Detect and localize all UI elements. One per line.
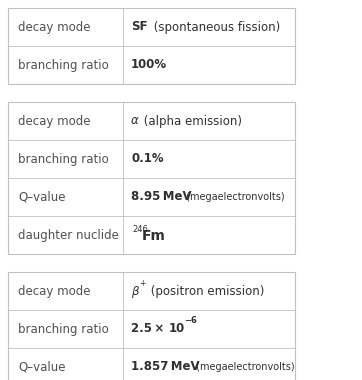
Text: Fm: Fm — [142, 229, 166, 243]
Text: (megaelectronvolts): (megaelectronvolts) — [183, 192, 285, 202]
Text: 1.857 MeV: 1.857 MeV — [131, 361, 199, 374]
Text: 246: 246 — [132, 225, 148, 234]
Text: β: β — [131, 285, 139, 298]
Text: +: + — [139, 279, 146, 288]
Text: decay mode: decay mode — [18, 285, 90, 298]
Bar — [8, 102, 295, 254]
Text: Q–value: Q–value — [18, 190, 66, 204]
Text: Q–value: Q–value — [18, 361, 66, 374]
Text: (alpha emission): (alpha emission) — [140, 114, 242, 128]
Text: daughter nuclide: daughter nuclide — [18, 228, 119, 242]
Text: 8.95 MeV: 8.95 MeV — [131, 190, 191, 204]
Text: 10: 10 — [169, 323, 185, 336]
Text: decay mode: decay mode — [18, 21, 90, 33]
Text: SF: SF — [131, 21, 147, 33]
Text: decay mode: decay mode — [18, 114, 90, 128]
Text: (spontaneous fission): (spontaneous fission) — [150, 21, 280, 33]
Text: (megaelectronvolts): (megaelectronvolts) — [193, 362, 295, 372]
Text: 0.1%: 0.1% — [131, 152, 164, 166]
Text: −6: −6 — [184, 316, 197, 325]
Text: branching ratio: branching ratio — [18, 59, 109, 71]
Text: branching ratio: branching ratio — [18, 152, 109, 166]
Text: branching ratio: branching ratio — [18, 323, 109, 336]
Text: (positron emission): (positron emission) — [147, 285, 264, 298]
Bar — [8, 272, 295, 380]
Text: 2.5 ×: 2.5 × — [131, 323, 167, 336]
Text: 100%: 100% — [131, 59, 167, 71]
Text: α: α — [131, 114, 139, 128]
Bar — [8, 8, 295, 84]
